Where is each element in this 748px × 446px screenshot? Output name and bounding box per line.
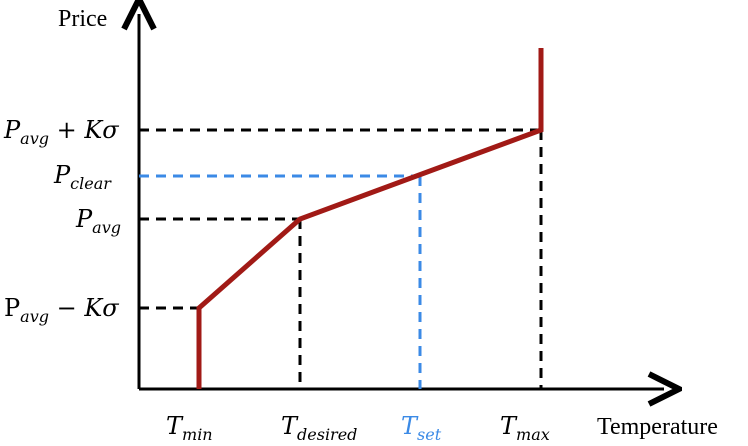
label-tdesired: Tdesired [281,412,357,444]
label-price-upper: Pavg + Kσ [3,116,119,148]
x-axis-title: Temperature [597,414,718,440]
black-guides [139,128,543,389]
label-tset: Tset [401,412,442,444]
label-price-avg: Pavg [75,205,121,237]
label-tmax: Tmax [500,412,550,444]
y-axis-title: Price [58,6,107,32]
clearing-guides [139,174,422,389]
label-price-lower: Pavg − Kσ [4,294,119,326]
bid-curve [196,48,544,389]
label-price-clear: Pclear [53,161,112,193]
label-tmin: Tmin [166,412,213,444]
